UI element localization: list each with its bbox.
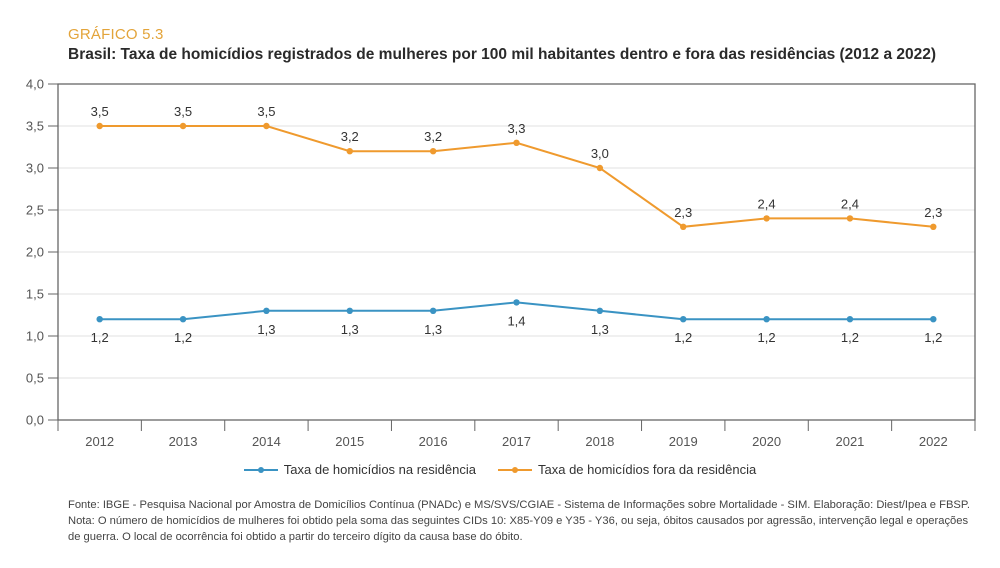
data-point	[96, 316, 103, 323]
x-tick-label: 2019	[669, 434, 698, 449]
data-label: 2,3	[674, 205, 692, 220]
data-label: 1,4	[507, 313, 525, 328]
legend-label: Taxa de homicídios fora da residência	[538, 462, 757, 477]
y-tick-label: 4,0	[26, 77, 44, 92]
x-tick-label: 2013	[169, 434, 198, 449]
data-point	[429, 148, 437, 155]
x-tick-label: 2016	[419, 434, 448, 449]
x-tick-label: 2022	[919, 434, 948, 449]
data-point	[513, 139, 520, 146]
y-tick-label: 3,0	[26, 161, 44, 176]
y-tick-label: 2,0	[26, 245, 44, 260]
x-tick-label: 2014	[252, 434, 281, 449]
data-point	[596, 164, 604, 172]
y-tick-label: 3,5	[26, 119, 44, 134]
x-tick-label: 2012	[85, 434, 114, 449]
data-point	[680, 223, 687, 230]
data-point	[930, 223, 937, 230]
data-point	[429, 307, 437, 314]
data-label: 3,3	[507, 121, 525, 136]
chart-kicker: GRÁFICO 5.3	[68, 26, 164, 43]
source-line: Fonte: IBGE - Pesquisa Nacional por Amos…	[68, 499, 971, 511]
legend-label: Taxa de homicídios na residência	[283, 462, 476, 477]
x-tick-label: 2021	[835, 434, 864, 449]
y-tick-label: 2,5	[26, 203, 44, 218]
chart-legend: Taxa de homicídios na residência Taxa de…	[0, 462, 1000, 477]
data-label: 1,2	[924, 330, 942, 345]
data-label: 1,3	[424, 322, 442, 337]
data-label: 3,0	[591, 146, 609, 161]
data-label: 2,3	[924, 205, 942, 220]
data-label: 2,4	[841, 196, 859, 211]
chart-title: Brasil: Taxa de homicídios registrados d…	[68, 46, 937, 63]
plot-frame	[57, 83, 976, 421]
legend-swatch-icon	[498, 465, 532, 475]
data-label: 3,5	[91, 104, 109, 119]
data-label: 1,2	[174, 330, 192, 345]
x-tick-label: 2017	[502, 434, 531, 449]
data-point	[596, 307, 604, 314]
x-tick-label: 2015	[335, 434, 364, 449]
data-label: 2,4	[758, 196, 776, 211]
x-tick-label: 2018	[585, 434, 614, 449]
data-label: 3,5	[174, 104, 192, 119]
data-point	[263, 122, 270, 130]
data-label: 3,5	[257, 104, 275, 119]
data-point	[763, 215, 770, 222]
data-point	[263, 307, 270, 314]
data-label: 1,2	[674, 330, 692, 345]
chart-notes: Fonte: IBGE - Pesquisa Nacional por Amos…	[68, 497, 988, 545]
data-point	[680, 316, 687, 323]
data-point	[930, 316, 937, 323]
legend-swatch-icon	[243, 465, 278, 475]
data-point	[96, 122, 103, 130]
data-label: 1,2	[758, 330, 776, 345]
note-line: Nota: O número de homicídios de mulheres…	[68, 515, 969, 527]
data-label: 3,2	[424, 129, 442, 144]
note-line-continued: de guerra. O local de ocorrência foi obt…	[68, 531, 523, 543]
x-tick-label: 2020	[752, 434, 781, 449]
data-label: 1,2	[841, 330, 859, 345]
data-point	[846, 316, 854, 323]
data-point	[179, 316, 187, 323]
y-tick-label: 0,0	[26, 413, 44, 428]
data-label: 1,3	[591, 322, 609, 337]
y-tick-label: 1,5	[26, 287, 44, 302]
line-chart: 0,0 0,5 1,0 1,5 2,0 2,5 3,0 3,5 4,0 2012 2013 2014 2…	[26, 77, 976, 449]
data-point	[346, 307, 353, 314]
y-tick-label: 0,5	[26, 371, 44, 386]
data-point	[346, 148, 353, 155]
data-label: 1,3	[257, 322, 275, 337]
data-point	[179, 122, 187, 130]
data-point	[513, 299, 520, 306]
y-tick-label: 1,0	[26, 329, 44, 344]
data-point	[763, 316, 770, 323]
data-label: 1,2	[91, 330, 109, 345]
legend-item-residencia: Taxa de homicídios na residência	[243, 462, 476, 477]
data-label: 1,3	[341, 322, 359, 337]
data-point	[846, 215, 854, 222]
legend-item-fora-residencia: Taxa de homicídios fora da residência	[498, 462, 756, 477]
data-label: 3,2	[341, 129, 359, 144]
